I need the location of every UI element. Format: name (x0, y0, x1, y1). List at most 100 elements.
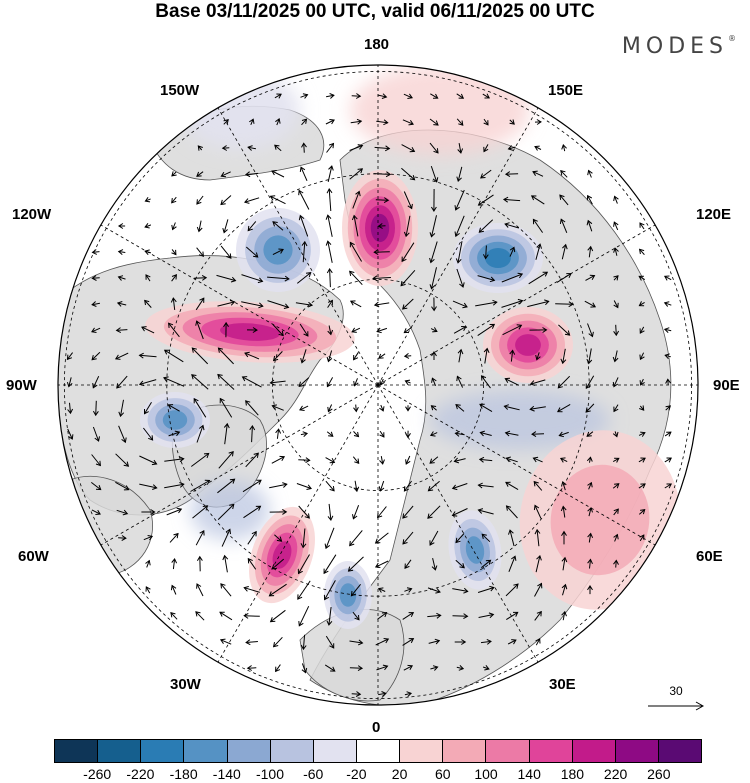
wind-arrow (299, 323, 309, 337)
meridian-line (377, 107, 539, 386)
wind-arrow (272, 351, 283, 362)
wind-arrow (145, 274, 151, 282)
wind-arrow (505, 456, 518, 463)
wind-arrow (353, 431, 360, 438)
wind-arrow (400, 269, 416, 287)
wind-arrow (222, 219, 229, 234)
anomaly-contour (370, 213, 390, 243)
wind-arrow (638, 301, 645, 307)
reference-vector-label: 30 (669, 684, 683, 698)
wind-arrow (534, 528, 541, 547)
wind-arrow (219, 638, 232, 645)
wind-arrow (372, 275, 391, 282)
wind-arrow (559, 218, 568, 233)
wind-arrow (429, 530, 439, 546)
wind-arrow (505, 583, 519, 597)
wind-arrow (478, 219, 494, 233)
wind-arrow (402, 298, 414, 310)
wind-arrow (379, 456, 385, 465)
wind-arrow (164, 482, 185, 489)
wind-arrow (528, 271, 549, 285)
wind-arrow (378, 353, 386, 359)
wind-arrow (163, 349, 184, 363)
anomaly-contour (162, 410, 188, 430)
wind-arrow (171, 249, 177, 256)
registered-mark: ® (728, 34, 736, 43)
wind-arrow (534, 145, 542, 151)
wind-arrow (143, 427, 154, 441)
wind-arrow (217, 347, 234, 365)
wind-arrow (638, 248, 645, 256)
wind-arrow (139, 483, 158, 490)
wind-arrow (118, 535, 127, 541)
wind-arrow (612, 377, 619, 388)
wind-arrow (452, 613, 469, 620)
colorbar-segment (184, 740, 228, 762)
wind-arrow (195, 611, 205, 621)
wind-arrow (350, 583, 361, 597)
wind-arrow (249, 424, 256, 443)
wind-arrow (249, 118, 255, 125)
wind-arrow (429, 118, 439, 126)
wind-arrow (115, 453, 130, 467)
wind-arrow (196, 247, 204, 258)
wind-arrow (429, 431, 438, 437)
wind-arrow (405, 430, 411, 439)
wind-arrow (664, 457, 673, 463)
wind-arrow (482, 93, 491, 99)
wind-arrow (586, 348, 593, 365)
wind-arrow (478, 612, 495, 619)
modes-logo: MODES® (622, 34, 736, 59)
wind-arrow (587, 245, 594, 258)
wind-arrow (217, 299, 236, 307)
wind-arrow (141, 509, 156, 515)
wind-arrow (90, 482, 102, 491)
lon-label-120w: 120W (12, 206, 52, 223)
wind-arrow (274, 144, 282, 152)
wind-arrow (479, 403, 493, 413)
wind-arrow (429, 215, 437, 238)
wind-arrow (269, 195, 286, 205)
wind-arrow (300, 431, 309, 437)
colorbar-tick-label: -20 (346, 766, 367, 782)
wind-arrow (275, 428, 282, 439)
wind-arrow (584, 300, 597, 308)
wind-arrow (430, 165, 439, 183)
wind-arrow (352, 505, 360, 520)
wind-arrow (530, 195, 545, 205)
wind-arrow (429, 142, 439, 154)
wind-arrow (351, 93, 362, 99)
wind-arrow (377, 587, 386, 593)
wind-arrow (374, 560, 389, 568)
wind-arrow (534, 119, 542, 125)
wind-arrow (275, 118, 281, 126)
wind-arrow (561, 530, 567, 545)
wind-arrow (613, 559, 619, 568)
wind-arrow (379, 404, 385, 412)
wind-arrow (91, 275, 100, 281)
wind-arrow (429, 456, 439, 464)
wind-arrow (269, 379, 286, 386)
meridian-line (217, 107, 379, 386)
wind-arrow (171, 196, 177, 204)
wind-arrow (118, 399, 125, 418)
wind-arrow (378, 691, 387, 697)
colorbar-segment (227, 740, 271, 762)
wind-arrow (144, 402, 152, 415)
wind-arrow (324, 527, 335, 550)
colorbar-segment (141, 740, 185, 762)
wind-arrow (143, 535, 154, 541)
wind-arrow (529, 327, 548, 333)
colorbar-segment (658, 740, 702, 762)
wind-arrow (403, 353, 412, 359)
wind-arrow (295, 301, 314, 308)
colorbar-tick-label: 100 (474, 766, 498, 782)
wind-arrow (613, 247, 619, 256)
wind-arrow (561, 610, 567, 621)
wind-arrow (403, 215, 411, 238)
wind-arrow (401, 144, 416, 153)
wind-arrow (91, 249, 100, 255)
lon-label-30e: 30E (549, 676, 576, 693)
wind-arrow (244, 171, 259, 178)
wind-arrow (326, 350, 333, 363)
